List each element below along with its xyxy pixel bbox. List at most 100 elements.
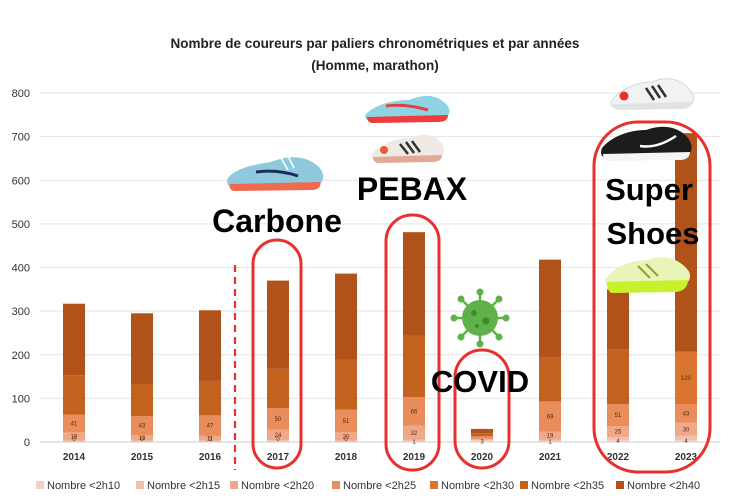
legend-swatch	[616, 481, 624, 489]
annotation-shoes: Shoes	[606, 216, 699, 251]
bar-segment	[471, 439, 493, 441]
x-tick-label: 2016	[199, 452, 222, 463]
legend-swatch	[230, 481, 238, 489]
data-label: 0	[276, 437, 280, 443]
legend-swatch	[520, 481, 528, 489]
bar-segment	[675, 435, 697, 441]
data-label: 4	[684, 439, 688, 445]
legend: Nombre <2h10 Nombre <2h15 Nombre <2h20 Nomb…	[36, 480, 700, 492]
data-label: 43	[683, 411, 690, 417]
legend-swatch	[332, 481, 340, 489]
bar-segment	[471, 438, 493, 440]
bar-segment	[131, 313, 153, 384]
y-tick-label: 700	[12, 132, 30, 144]
legend-item: Nombre <2h30	[430, 480, 514, 492]
chart-subtitle: (Homme, marathon)	[311, 58, 439, 73]
legend-swatch	[430, 481, 438, 489]
highlight-2017	[251, 238, 303, 470]
virus-icon	[450, 288, 510, 348]
data-label: 4	[616, 439, 620, 445]
data-label: 30	[683, 427, 690, 433]
bar-segment	[335, 409, 357, 432]
data-label: 51	[615, 413, 622, 419]
bar-segment	[471, 436, 493, 439]
bar-segment	[131, 440, 153, 442]
bar-segment	[539, 401, 561, 432]
x-tick-label: 2021	[539, 452, 562, 463]
annotation-super: Super	[605, 172, 693, 207]
annotation-covid: COVID	[431, 364, 529, 399]
bar-segment	[403, 232, 425, 336]
data-label: 69	[547, 414, 554, 420]
bar-segment	[607, 404, 629, 427]
bar-segment	[471, 428, 493, 434]
y-tick-label: 0	[24, 437, 30, 449]
annotation-carbone: Carbone	[212, 203, 342, 239]
shoe-icon-white-red	[610, 78, 694, 110]
legend-item: Nombre <2h20	[230, 480, 314, 492]
bar-segment	[63, 303, 85, 376]
data-label: 43	[139, 424, 146, 430]
data-label: 51	[343, 419, 350, 425]
legend-item: Nombre <2h35	[520, 480, 604, 492]
y-tick-label: 100	[12, 393, 30, 405]
data-label: 41	[71, 421, 78, 427]
data-label: 0	[344, 437, 348, 443]
bar-segment	[539, 259, 561, 358]
chart-title: Nombre de coureurs par paliers chronomét…	[171, 36, 580, 51]
data-label: 120	[681, 376, 692, 382]
legend-label: Nombre <2h20	[241, 480, 314, 492]
bar-segment	[63, 440, 85, 442]
bar-segment	[131, 383, 153, 417]
y-tick-label: 500	[12, 219, 30, 231]
highlight-2022-2023	[592, 120, 712, 474]
data-label: 1	[412, 440, 416, 446]
data-label: 19	[71, 435, 78, 441]
bar-segment	[471, 440, 493, 442]
bar-segment	[335, 440, 357, 442]
bar-segment	[267, 280, 289, 369]
bar-segment	[539, 357, 561, 402]
y-axis: 0 100 200 300 400 500 600 700 800	[12, 88, 30, 449]
bar-segment	[539, 431, 561, 440]
legend-item: Nombre <2h25	[332, 480, 416, 492]
data-label: 32	[411, 431, 418, 437]
highlight-2020	[453, 348, 511, 470]
bar-segment	[199, 310, 221, 381]
data-label: 3	[480, 439, 484, 445]
y-tick-label: 600	[12, 175, 30, 187]
shoe-icon-blue-red	[365, 95, 450, 123]
bars	[63, 133, 697, 442]
x-tick-label: 2018	[335, 452, 358, 463]
data-label: 24	[275, 433, 282, 439]
data-label: 0	[140, 437, 144, 443]
y-tick-label: 800	[12, 88, 30, 100]
legend-swatch	[136, 481, 144, 489]
bar-segment	[63, 375, 85, 415]
x-tick-label: 2020	[471, 452, 494, 463]
bar-segment	[199, 415, 221, 436]
legend-item: Nombre <2h10	[36, 480, 120, 492]
legend-label: Nombre <2h25	[343, 480, 416, 492]
bar-segment	[675, 133, 697, 352]
data-label: 19	[547, 434, 554, 440]
y-tick-label: 300	[12, 306, 30, 318]
bar-segment	[199, 380, 221, 416]
gridlines	[40, 92, 720, 443]
bar-segment	[335, 431, 357, 441]
bar-segment	[471, 433, 493, 437]
data-label: 20	[343, 434, 350, 440]
shoe-icon-neon-yellow	[605, 257, 691, 293]
bar-segment	[675, 422, 697, 436]
bar-segment	[63, 432, 85, 441]
data-label: 66	[411, 409, 418, 415]
data-label: 0	[72, 437, 76, 443]
x-tick-label: 2019	[403, 452, 426, 463]
bar-segment	[199, 440, 221, 442]
y-tick-label: 200	[12, 350, 30, 362]
bar-segment	[267, 440, 289, 442]
x-tick-label: 2015	[131, 452, 154, 463]
bar-segment	[403, 335, 425, 398]
bar-segment	[607, 349, 629, 405]
